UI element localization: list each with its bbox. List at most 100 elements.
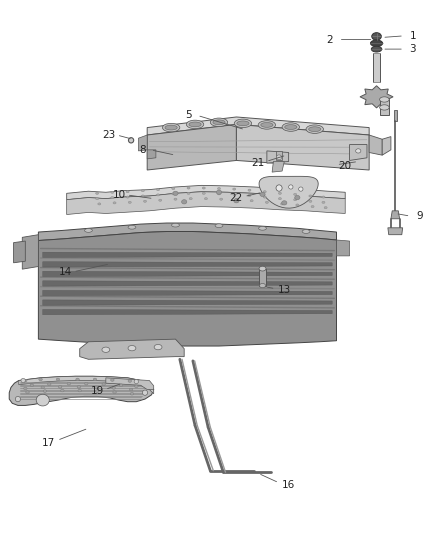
Ellipse shape <box>235 199 238 201</box>
Ellipse shape <box>187 187 190 189</box>
Ellipse shape <box>129 388 133 391</box>
Ellipse shape <box>250 200 253 202</box>
Text: 10: 10 <box>112 190 125 200</box>
Ellipse shape <box>210 118 228 126</box>
Ellipse shape <box>141 190 145 192</box>
Ellipse shape <box>128 138 134 143</box>
Polygon shape <box>43 300 332 305</box>
Ellipse shape <box>21 378 25 383</box>
Ellipse shape <box>162 123 180 132</box>
Ellipse shape <box>289 185 293 189</box>
Text: 3: 3 <box>410 44 416 54</box>
Polygon shape <box>388 228 403 235</box>
Ellipse shape <box>372 33 381 40</box>
FancyBboxPatch shape <box>380 100 389 115</box>
Ellipse shape <box>43 390 47 392</box>
Ellipse shape <box>282 123 300 131</box>
Ellipse shape <box>95 198 99 200</box>
Ellipse shape <box>128 379 131 382</box>
Ellipse shape <box>182 200 187 204</box>
Polygon shape <box>147 150 156 159</box>
Ellipse shape <box>172 188 175 190</box>
Ellipse shape <box>95 386 98 389</box>
Text: 16: 16 <box>282 480 295 490</box>
Polygon shape <box>259 176 318 208</box>
Ellipse shape <box>154 344 162 350</box>
Ellipse shape <box>263 196 266 198</box>
Ellipse shape <box>293 193 297 196</box>
Ellipse shape <box>306 125 323 133</box>
Ellipse shape <box>126 191 129 193</box>
Ellipse shape <box>258 120 276 129</box>
Ellipse shape <box>202 187 205 189</box>
Ellipse shape <box>213 120 225 125</box>
Polygon shape <box>336 240 350 256</box>
Ellipse shape <box>172 193 175 195</box>
Ellipse shape <box>159 199 162 201</box>
Ellipse shape <box>276 155 282 160</box>
Text: 22: 22 <box>229 192 242 203</box>
Ellipse shape <box>174 198 177 200</box>
Polygon shape <box>360 86 393 108</box>
Polygon shape <box>43 262 332 267</box>
Text: 1: 1 <box>410 31 416 41</box>
Ellipse shape <box>202 192 205 195</box>
Ellipse shape <box>95 390 99 392</box>
Ellipse shape <box>259 284 265 288</box>
Text: 17: 17 <box>42 438 55 448</box>
Ellipse shape <box>322 196 325 198</box>
Text: 14: 14 <box>59 267 72 277</box>
Ellipse shape <box>248 195 251 197</box>
Ellipse shape <box>24 387 27 390</box>
Polygon shape <box>147 117 369 135</box>
Ellipse shape <box>309 127 321 132</box>
Ellipse shape <box>233 193 236 196</box>
Polygon shape <box>272 161 284 172</box>
Ellipse shape <box>26 391 29 393</box>
Ellipse shape <box>281 203 284 205</box>
Ellipse shape <box>265 201 268 204</box>
Ellipse shape <box>189 198 192 200</box>
Ellipse shape <box>295 196 300 200</box>
Ellipse shape <box>128 345 136 351</box>
Ellipse shape <box>285 125 297 130</box>
Ellipse shape <box>248 189 251 191</box>
Ellipse shape <box>95 192 99 195</box>
Ellipse shape <box>260 192 265 197</box>
Ellipse shape <box>111 191 114 193</box>
Ellipse shape <box>85 382 88 385</box>
Ellipse shape <box>142 390 148 395</box>
Text: 21: 21 <box>251 158 265 168</box>
Ellipse shape <box>299 187 303 191</box>
Ellipse shape <box>309 200 312 203</box>
Ellipse shape <box>141 195 145 197</box>
Ellipse shape <box>113 202 116 204</box>
Polygon shape <box>391 211 399 219</box>
Text: 2: 2 <box>327 35 333 45</box>
Ellipse shape <box>77 385 81 388</box>
Polygon shape <box>350 144 367 160</box>
Ellipse shape <box>111 197 114 199</box>
Ellipse shape <box>259 266 266 271</box>
Ellipse shape <box>237 121 249 126</box>
Ellipse shape <box>60 389 64 392</box>
Ellipse shape <box>189 122 201 127</box>
Polygon shape <box>106 378 154 390</box>
Ellipse shape <box>215 224 223 228</box>
Ellipse shape <box>261 123 273 127</box>
Ellipse shape <box>356 149 361 153</box>
Ellipse shape <box>119 384 123 386</box>
Ellipse shape <box>56 378 60 381</box>
Ellipse shape <box>216 190 222 195</box>
Polygon shape <box>43 281 332 286</box>
Text: 23: 23 <box>102 130 116 140</box>
Text: 19: 19 <box>91 386 104 396</box>
Ellipse shape <box>296 204 299 206</box>
Ellipse shape <box>263 191 266 193</box>
Ellipse shape <box>293 199 297 201</box>
Text: 13: 13 <box>278 285 291 295</box>
Polygon shape <box>267 151 289 163</box>
Ellipse shape <box>172 223 180 227</box>
Ellipse shape <box>76 378 79 381</box>
Text: 8: 8 <box>140 145 146 155</box>
